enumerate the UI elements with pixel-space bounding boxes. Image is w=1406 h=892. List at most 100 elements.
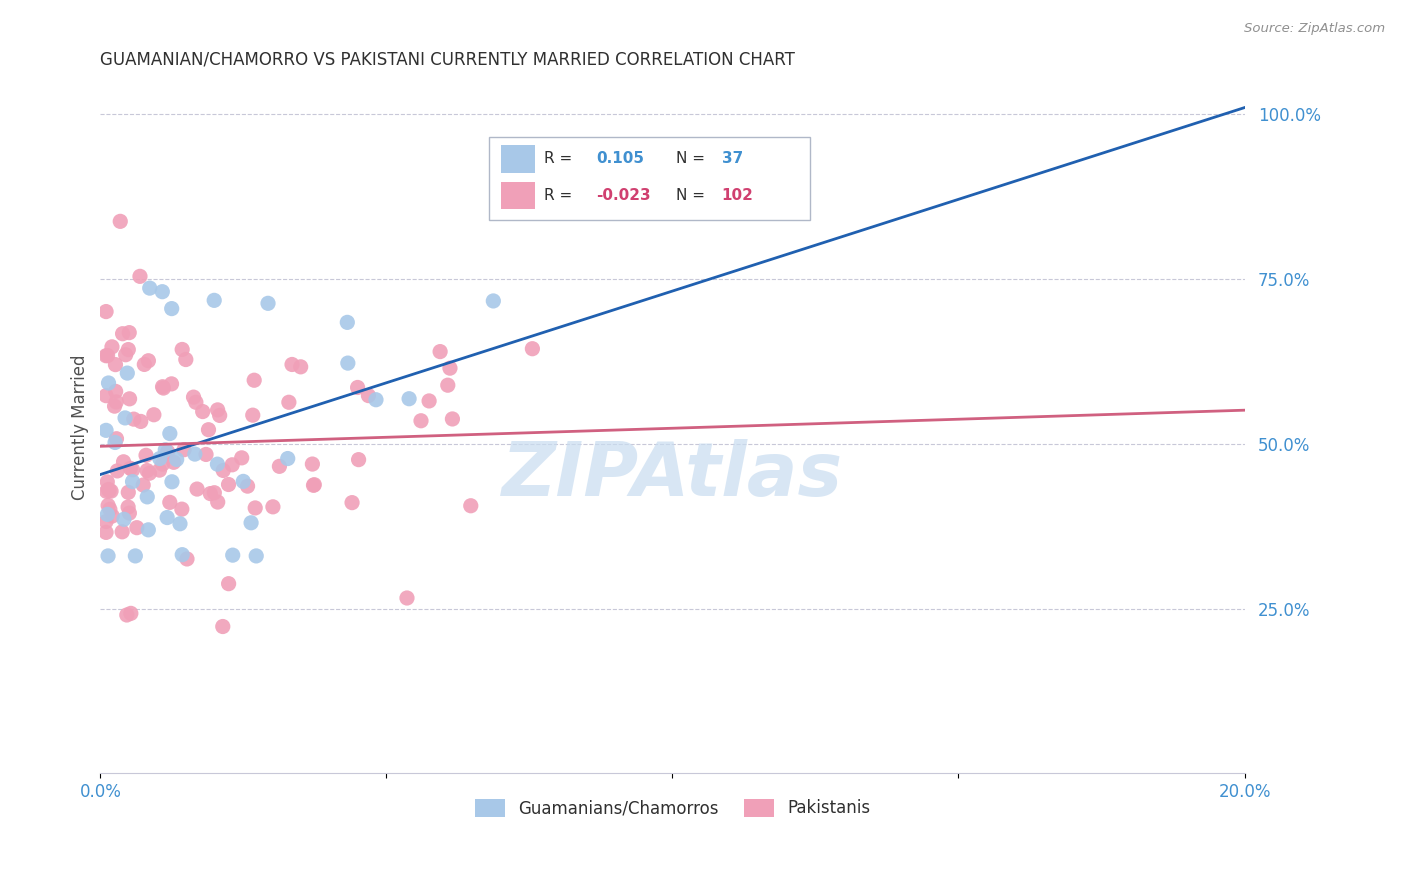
Point xyxy=(111,524,134,539)
Point xyxy=(135,448,157,462)
Point xyxy=(136,464,159,478)
Point xyxy=(160,475,183,489)
Point xyxy=(97,349,120,363)
Point xyxy=(105,464,128,478)
Point xyxy=(184,395,207,409)
Point xyxy=(340,495,363,509)
Point xyxy=(409,414,432,428)
Point xyxy=(436,378,458,392)
Point xyxy=(101,340,124,354)
Point xyxy=(138,466,160,480)
Point xyxy=(129,414,152,428)
Point xyxy=(94,525,117,540)
Point xyxy=(207,495,229,509)
Point xyxy=(262,500,284,514)
Point xyxy=(105,395,128,409)
Point xyxy=(173,442,195,457)
Point xyxy=(96,475,118,489)
Point xyxy=(207,457,229,471)
Point xyxy=(290,359,312,374)
Point xyxy=(172,548,194,562)
Point xyxy=(136,523,159,537)
Point xyxy=(418,393,440,408)
Point xyxy=(301,457,323,471)
Point xyxy=(269,459,291,474)
Point xyxy=(149,451,172,466)
Point xyxy=(98,502,121,516)
Point xyxy=(138,353,160,368)
Point xyxy=(395,591,418,605)
Point xyxy=(174,352,197,367)
Point xyxy=(212,463,235,477)
Point xyxy=(152,380,174,394)
Point xyxy=(132,478,155,492)
Point xyxy=(96,484,118,499)
Point xyxy=(159,495,181,509)
Point xyxy=(103,399,125,413)
Point xyxy=(152,381,174,395)
Point xyxy=(134,358,156,372)
Point xyxy=(97,549,120,563)
Point xyxy=(121,463,143,477)
Point xyxy=(142,408,165,422)
Point xyxy=(105,432,128,446)
Point xyxy=(112,455,135,469)
Point xyxy=(183,390,205,404)
Point xyxy=(166,452,188,467)
Point xyxy=(208,409,231,423)
Point xyxy=(160,301,183,316)
Point xyxy=(112,512,135,526)
Point xyxy=(218,576,240,591)
Point xyxy=(117,366,139,380)
Point xyxy=(191,404,214,418)
Point xyxy=(94,304,117,318)
Point xyxy=(129,269,152,284)
Point xyxy=(125,521,148,535)
Point xyxy=(152,457,174,471)
Point xyxy=(222,548,245,562)
Point xyxy=(277,395,299,409)
Point xyxy=(202,485,225,500)
Point xyxy=(347,452,370,467)
Point xyxy=(218,477,240,491)
Text: GUAMANIAN/CHAMORRO VS PAKISTANI CURRENTLY MARRIED CORRELATION CHART: GUAMANIAN/CHAMORRO VS PAKISTANI CURRENTL… xyxy=(100,51,796,69)
Point xyxy=(96,508,118,522)
Point xyxy=(94,389,117,403)
Point xyxy=(302,478,325,492)
Point xyxy=(231,450,253,465)
Point xyxy=(245,549,267,563)
Point xyxy=(441,412,464,426)
Point xyxy=(172,343,194,357)
Point xyxy=(156,444,179,458)
Point xyxy=(257,296,280,310)
Legend: Guamanians/Chamorros, Pakistanis: Guamanians/Chamorros, Pakistanis xyxy=(468,792,877,824)
Point xyxy=(232,475,254,489)
Point xyxy=(277,451,299,466)
Point xyxy=(304,477,326,491)
Text: Source: ZipAtlas.com: Source: ZipAtlas.com xyxy=(1244,22,1385,36)
Point xyxy=(117,485,139,500)
Point xyxy=(336,315,359,329)
Point xyxy=(114,348,136,362)
Point xyxy=(243,373,266,387)
Text: 102: 102 xyxy=(721,188,754,203)
Point xyxy=(94,423,117,437)
Point xyxy=(460,499,482,513)
Point xyxy=(104,358,127,372)
Point xyxy=(211,619,233,633)
Text: R =: R = xyxy=(544,152,572,167)
Point xyxy=(148,463,170,477)
Point xyxy=(98,483,121,498)
Point xyxy=(346,380,368,394)
Point xyxy=(482,293,505,308)
Point xyxy=(97,376,120,390)
Y-axis label: Currently Married: Currently Married xyxy=(72,355,89,500)
Point xyxy=(117,343,139,357)
Point xyxy=(100,484,122,499)
Point xyxy=(138,281,160,295)
Text: R =: R = xyxy=(544,188,572,203)
Point xyxy=(111,326,134,341)
Text: 0.105: 0.105 xyxy=(596,152,644,167)
Point xyxy=(101,508,124,523)
Point xyxy=(184,447,207,461)
